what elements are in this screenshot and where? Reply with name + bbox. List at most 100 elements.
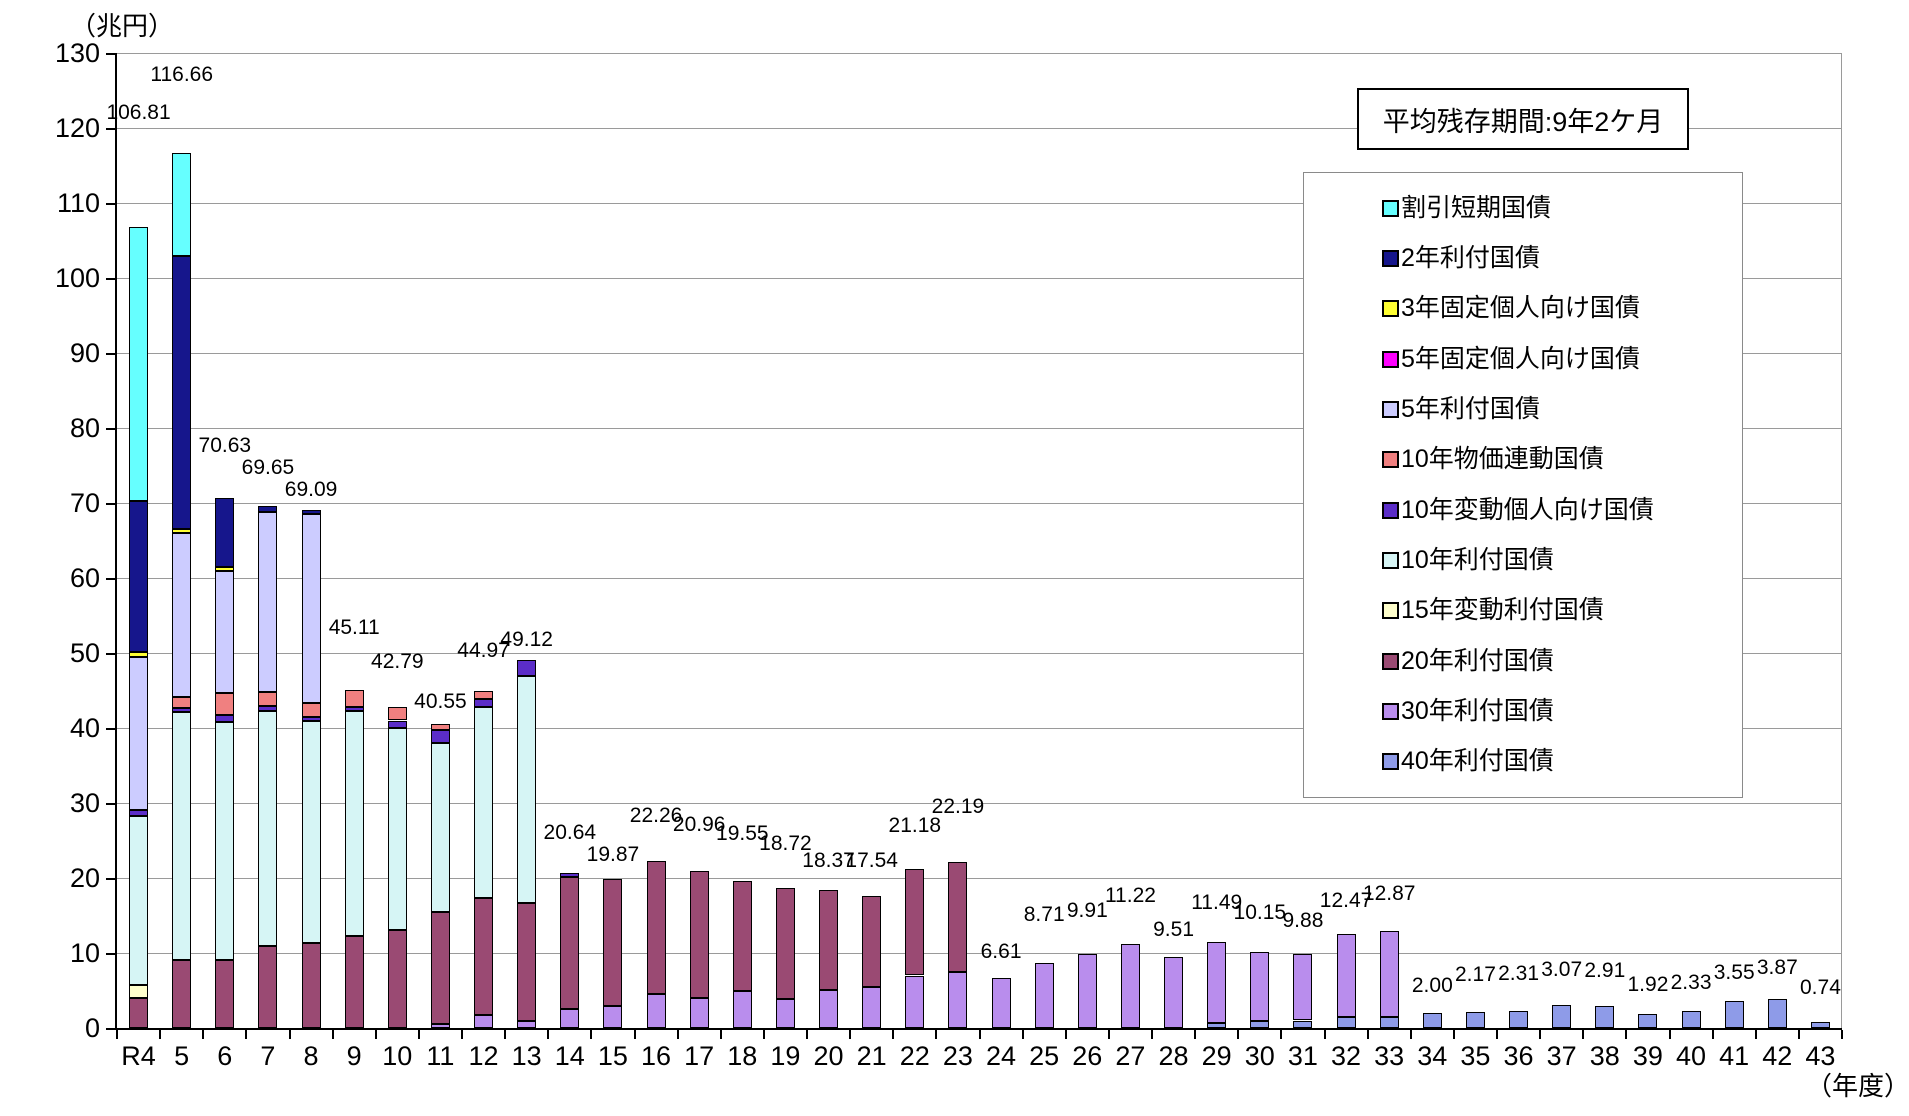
- bar-total-label-17: 20.96: [672, 812, 726, 836]
- x-tickmark-33: [1539, 1030, 1542, 1039]
- bar-total-label-5: 116.66: [150, 63, 214, 87]
- bar-segment-19-20年利付国債: [775, 887, 795, 999]
- y-tickmark-50: [106, 653, 115, 655]
- bar-segment-28-30年利付国債: [1164, 956, 1184, 1028]
- x-tickmark-32: [1496, 1030, 1498, 1039]
- x-tickmark-31: [1452, 1030, 1455, 1039]
- legend-item-10年利付国債: 10年利付国債: [1382, 546, 1736, 574]
- x-tick-label-19: 19: [770, 1041, 801, 1071]
- x-tick-label-16: 16: [641, 1041, 672, 1071]
- bar-segment-30-30年利付国債: [1250, 951, 1270, 1022]
- gridline-30: [117, 803, 1842, 804]
- bar-segment-31-30年利付国債: [1293, 953, 1313, 1021]
- legend-item-10年物価連動国債: 10年物価連動国債: [1382, 446, 1736, 473]
- gridline-20: [117, 878, 1842, 879]
- plot-right-border: [1841, 53, 1842, 1028]
- bar-segment-9-10年変動個人向け国債: [344, 706, 364, 711]
- bar-segment-7-10年物価連動国債: [258, 692, 278, 707]
- bar-segment-13-20年利付国債: [517, 902, 537, 1021]
- x-tick-label-38: 38: [1589, 1041, 1620, 1071]
- gridline-100: [117, 278, 1842, 279]
- x-tickmark-4: [288, 1030, 291, 1039]
- bar-total-label-40: 2.33: [1670, 970, 1712, 994]
- legend-label: 20年利付国債: [1401, 646, 1554, 675]
- bar-segment-16-30年利付国債: [646, 994, 666, 1028]
- bar-segment-8-2年利付国債: [301, 509, 321, 515]
- bar-total-label-26: 9.91: [1066, 898, 1108, 922]
- x-tickmark-19: [935, 1030, 938, 1039]
- bar-segment-40-40年利付国債: [1681, 1010, 1701, 1028]
- bar-segment-8-20年利付国債: [301, 943, 321, 1028]
- x-tick-label-40: 40: [1676, 1041, 1707, 1071]
- x-tick-label-10: 10: [382, 1041, 413, 1071]
- bar-total-label-27: 11.22: [1104, 883, 1156, 907]
- bar-segment-6-2年利付国債: [215, 498, 235, 567]
- bar-segment-5-10年変動個人向け国債: [172, 707, 192, 713]
- legend-label: 15年変動利付国債: [1401, 596, 1604, 625]
- x-tick-label-22: 22: [899, 1041, 930, 1071]
- bar-total-label-41: 3.55: [1713, 961, 1755, 985]
- bar-segment-9-10年物価連動国債: [344, 689, 364, 707]
- x-tickmark-36: [1668, 1030, 1671, 1039]
- x-tick-label-30: 30: [1244, 1041, 1275, 1071]
- legend-swatch-icon: [1382, 300, 1399, 318]
- bar-segment-16-20年利付国債: [646, 861, 666, 995]
- x-tick-label-42: 42: [1762, 1041, 1793, 1071]
- bar-segment-12-20年利付国債: [474, 898, 494, 1015]
- bar-total-label-R4: 106.81: [106, 100, 171, 124]
- x-tick-label-39: 39: [1632, 1041, 1663, 1071]
- x-tick-label-12: 12: [468, 1041, 499, 1071]
- bar-total-label-22: 21.18: [888, 814, 942, 838]
- bar-segment-R4-20年利付国債: [129, 998, 149, 1028]
- average-remaining-term-box: 平均残存期間:9年2ケ月: [1357, 88, 1689, 150]
- x-tickmark-8: [461, 1030, 463, 1039]
- bar-segment-10-10年変動個人向け国債: [387, 720, 407, 728]
- x-tick-label-7: 7: [260, 1041, 276, 1071]
- x-tickmark-13: [676, 1030, 679, 1039]
- bar-segment-12-10年変動個人向け国債: [474, 698, 494, 707]
- gridline-120: [117, 128, 1842, 129]
- bar-segment-R4-割引短期国債: [129, 226, 149, 501]
- legend-item-割引短期国債: 割引短期国債: [1382, 194, 1736, 222]
- bar-segment-7-5年利付国債: [258, 512, 278, 692]
- bar-total-label-12: 44.97: [457, 638, 510, 662]
- x-tickmark-7: [417, 1030, 420, 1039]
- bar-segment-13-10年利付国債: [517, 676, 537, 903]
- y-tick-label-30: 30: [69, 788, 100, 818]
- y-tick-label-120: 120: [54, 113, 100, 143]
- bar-total-label-29: 11.49: [1191, 890, 1243, 914]
- bar-total-label-25: 8.71: [1023, 902, 1065, 926]
- bar-segment-11-20年利付国債: [430, 911, 450, 1025]
- bar-segment-17-20年利付国債: [689, 870, 709, 998]
- x-tick-label-41: 41: [1719, 1041, 1750, 1071]
- x-tickmark-16: [806, 1030, 808, 1039]
- bar-segment-R4-5年利付国債: [129, 656, 149, 810]
- bar-segment-20-20年利付国債: [819, 890, 839, 990]
- y-tick-label-90: 90: [69, 338, 100, 368]
- gridline-130: [117, 53, 1842, 54]
- x-tickmark-22: [1064, 1030, 1067, 1039]
- bar-segment-21-20年利付国債: [862, 896, 882, 987]
- bar-segment-10-10年利付国債: [387, 728, 407, 930]
- y-tickmark-70: [106, 503, 115, 505]
- legend-label: 2年利付国債: [1401, 243, 1540, 272]
- bar-segment-37-40年利付国債: [1552, 1004, 1572, 1028]
- y-axis-line: [115, 53, 117, 1030]
- legend-item-5年利付国債: 5年利付国債: [1382, 395, 1736, 423]
- bar-segment-27-30年利付国債: [1120, 943, 1140, 1028]
- y-tick-label-20: 20: [69, 863, 100, 893]
- bar-segment-7-10年利付国債: [258, 710, 278, 947]
- x-tick-label-5: 5: [174, 1041, 190, 1071]
- bar-segment-13-10年変動個人向け国債: [517, 659, 537, 677]
- legend-item-3年固定個人向け国債: 3年固定個人向け国債: [1382, 295, 1736, 322]
- x-tick-label-32: 32: [1331, 1041, 1362, 1071]
- bar-segment-R4-3年固定個人向け国債: [129, 652, 149, 657]
- bar-segment-24-30年利付国債: [991, 978, 1011, 1028]
- y-tick-label-130: 130: [54, 38, 100, 68]
- bar-segment-36-40年利付国債: [1509, 1010, 1529, 1028]
- legend-label: 30年利付国債: [1401, 696, 1554, 725]
- x-tickmark-18: [892, 1030, 895, 1039]
- bar-segment-14-10年変動個人向け国債: [560, 873, 580, 878]
- y-tick-label-110: 110: [56, 188, 100, 218]
- bar-segment-5-2年利付国債: [172, 256, 192, 530]
